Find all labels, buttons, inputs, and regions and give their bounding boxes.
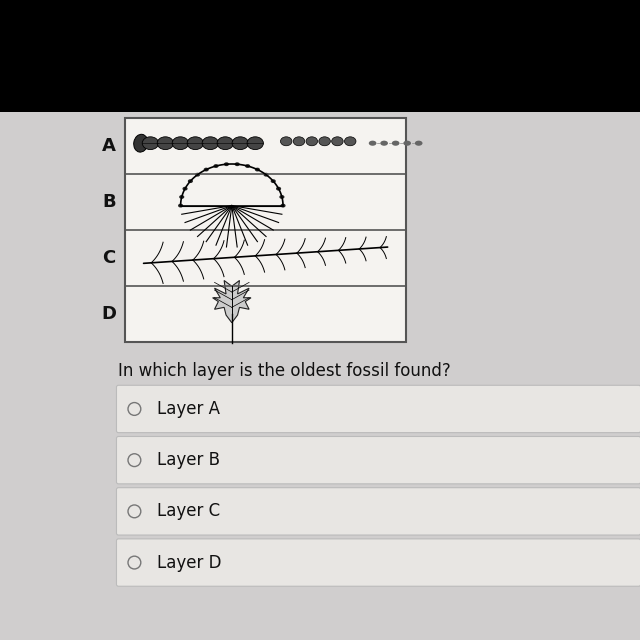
Ellipse shape <box>271 179 276 183</box>
Ellipse shape <box>369 141 376 146</box>
Ellipse shape <box>344 137 356 146</box>
Text: Layer C: Layer C <box>157 502 220 520</box>
Ellipse shape <box>182 187 188 191</box>
Ellipse shape <box>217 137 234 150</box>
Ellipse shape <box>264 173 269 177</box>
Ellipse shape <box>403 141 411 146</box>
Ellipse shape <box>172 137 189 150</box>
Ellipse shape <box>195 173 200 177</box>
Text: Layer D: Layer D <box>157 554 221 572</box>
FancyBboxPatch shape <box>116 436 640 484</box>
FancyBboxPatch shape <box>116 539 640 586</box>
Ellipse shape <box>157 137 173 150</box>
Ellipse shape <box>380 141 388 146</box>
Ellipse shape <box>178 204 183 207</box>
Ellipse shape <box>319 137 330 146</box>
Ellipse shape <box>202 137 218 150</box>
Text: Layer B: Layer B <box>157 451 220 469</box>
Ellipse shape <box>245 164 250 168</box>
Bar <box>0 0 640 112</box>
Bar <box>125 118 406 342</box>
Ellipse shape <box>279 195 284 199</box>
Ellipse shape <box>142 137 159 150</box>
Ellipse shape <box>213 164 218 168</box>
Ellipse shape <box>332 137 343 146</box>
FancyBboxPatch shape <box>116 385 640 433</box>
Ellipse shape <box>276 187 281 191</box>
Text: Layer A: Layer A <box>157 400 220 418</box>
Ellipse shape <box>235 163 240 166</box>
Ellipse shape <box>179 195 184 199</box>
Text: A: A <box>102 138 116 156</box>
Ellipse shape <box>247 137 264 150</box>
Ellipse shape <box>306 137 317 146</box>
Ellipse shape <box>204 168 209 172</box>
Text: C: C <box>102 250 115 268</box>
Ellipse shape <box>134 134 148 152</box>
Ellipse shape <box>280 137 292 146</box>
Ellipse shape <box>224 163 229 166</box>
Ellipse shape <box>187 137 204 150</box>
Text: B: B <box>102 193 116 211</box>
FancyBboxPatch shape <box>116 488 640 535</box>
Ellipse shape <box>280 204 285 207</box>
Ellipse shape <box>392 141 399 146</box>
Text: In which layer is the oldest fossil found?: In which layer is the oldest fossil foun… <box>118 362 451 380</box>
Ellipse shape <box>255 168 260 172</box>
Polygon shape <box>212 280 251 323</box>
Text: D: D <box>101 305 116 323</box>
Ellipse shape <box>293 137 305 146</box>
Ellipse shape <box>188 179 193 183</box>
Ellipse shape <box>415 141 422 146</box>
Ellipse shape <box>232 137 248 150</box>
